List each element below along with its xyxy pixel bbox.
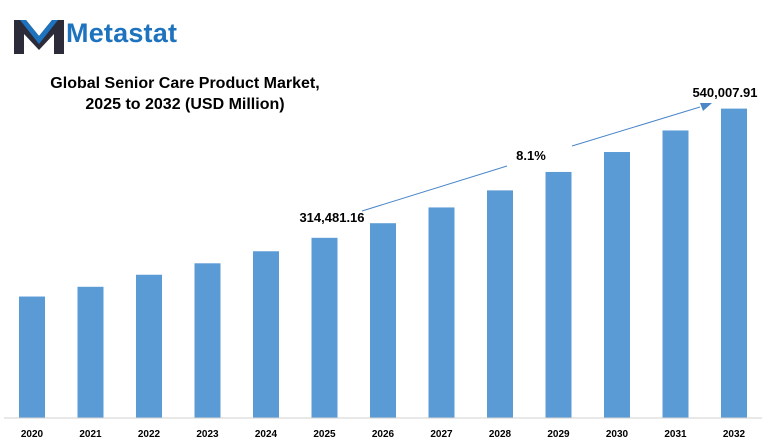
bar-2030	[604, 152, 630, 418]
x-tick-label-2021: 2021	[79, 429, 102, 440]
x-tick-label-2024: 2024	[255, 429, 278, 440]
bar-2026	[370, 223, 396, 418]
bar-2029	[545, 171, 572, 418]
bar-2025	[311, 237, 338, 418]
metastat-logo	[14, 20, 64, 54]
bar-2031	[662, 130, 689, 418]
bar-2021	[77, 286, 104, 418]
trend-arrow-line-2	[571, 106, 701, 147]
x-tick-label-2029: 2029	[547, 429, 570, 440]
x-tick-label-2031: 2031	[664, 429, 687, 440]
x-tick-label-2026: 2026	[372, 429, 395, 440]
trend-arrowhead-icon	[700, 103, 712, 111]
x-tick-label-2030: 2030	[606, 429, 629, 440]
start-value-label: 314,481.16	[299, 210, 364, 225]
bar-2023	[194, 263, 221, 418]
x-tick-label-2023: 2023	[196, 429, 219, 440]
chart-title: Global Senior Care Product Market, 2025 …	[20, 73, 350, 115]
end-value-label: 540,007.91	[692, 85, 757, 100]
brand-name: Metastat	[66, 18, 178, 48]
bar-2028	[487, 190, 513, 418]
bar-2020	[19, 296, 45, 418]
cagr-label: 8.1%	[516, 148, 546, 163]
bar-2027	[428, 207, 455, 418]
x-tick-label-2027: 2027	[430, 429, 453, 440]
bar-2022	[136, 274, 162, 418]
bar-2024	[253, 251, 279, 418]
chart-title-line-2: 2025 to 2032 (USD Million)	[85, 96, 285, 113]
logo-m-accent-icon	[20, 20, 58, 44]
x-tick-label-2020: 2020	[21, 429, 44, 440]
x-tick-label-2028: 2028	[489, 429, 512, 440]
x-tick-label-2022: 2022	[138, 429, 161, 440]
trend-arrow-line-1	[361, 165, 508, 212]
chart-title-line-1: Global Senior Care Product Market,	[50, 75, 320, 92]
bar-2032	[721, 108, 747, 419]
x-tick-label-2025: 2025	[313, 429, 336, 440]
x-tick-label-2032: 2032	[723, 429, 746, 440]
